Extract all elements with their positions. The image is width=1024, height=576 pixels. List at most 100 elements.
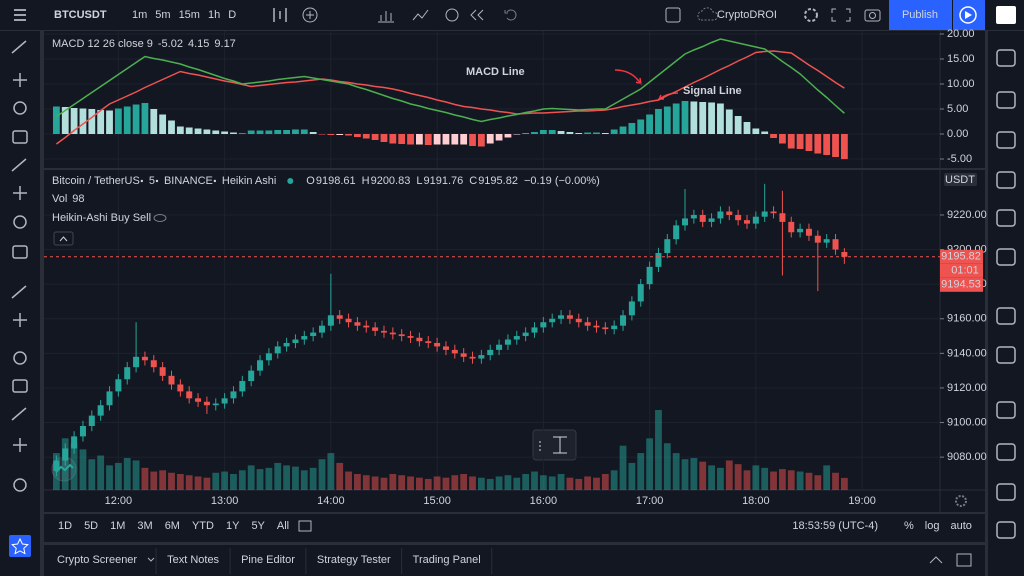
tool-icon[interactable]: [11, 158, 27, 172]
compare-icon[interactable]: [302, 7, 318, 23]
tool-icon[interactable]: [13, 73, 27, 87]
panel-tab[interactable]: Trading Panel: [413, 554, 481, 566]
tool-icon[interactable]: [13, 186, 27, 200]
histogram-bar: [539, 130, 547, 134]
panel-maximize-icon[interactable]: [956, 553, 972, 567]
tool-icon[interactable]: [13, 478, 27, 492]
price-label: 9195.82: [941, 251, 981, 263]
candle-body: [584, 322, 591, 326]
tool-icon[interactable]: [13, 351, 27, 365]
sidebar-icon[interactable]: [996, 6, 1016, 24]
chart-type-icon[interactable]: [273, 8, 287, 22]
sidebar-icon[interactable]: [996, 307, 1016, 325]
sidebar-icon[interactable]: [996, 131, 1016, 149]
panel-tab[interactable]: Crypto Screener: [57, 554, 137, 566]
histogram-bar: [469, 134, 476, 146]
fullscreen-icon[interactable]: [831, 8, 851, 22]
symbol-title: Bitcoin / TetherUS: [52, 175, 140, 187]
indicators-icon[interactable]: [378, 11, 394, 23]
separator-dot: [213, 179, 217, 183]
sidebar-icon[interactable]: [996, 401, 1016, 419]
range-button[interactable]: YTD: [192, 520, 214, 532]
tool-icon[interactable]: [12, 245, 28, 259]
interval-button[interactable]: 1m: [132, 9, 147, 21]
price-label-box: [940, 277, 983, 292]
ohlc-value: 9198.61: [316, 175, 356, 187]
symbol[interactable]: BTCUSDT: [54, 9, 107, 21]
interval-button[interactable]: 15m: [179, 9, 200, 21]
tool-icon[interactable]: [13, 313, 27, 327]
tool-icon[interactable]: [12, 130, 28, 144]
currency-label: USDT: [945, 174, 975, 186]
sidebar-icon[interactable]: [996, 49, 1016, 67]
candle-body: [221, 398, 228, 404]
histogram-bar: [212, 130, 220, 134]
range-button[interactable]: 1D: [58, 520, 72, 532]
range-button[interactable]: 1M: [110, 520, 125, 532]
histogram-bar: [150, 109, 158, 134]
interval-button[interactable]: 1h: [208, 9, 220, 21]
tool-icon[interactable]: [13, 215, 27, 229]
replay-icon[interactable]: [470, 9, 484, 21]
collapse-button[interactable]: [53, 231, 74, 246]
range-button[interactable]: 6M: [165, 520, 180, 532]
snapshot-icon[interactable]: [864, 9, 881, 22]
histogram-bar: [663, 106, 671, 134]
histogram-bar: [292, 129, 299, 134]
histogram-bar: [725, 109, 733, 134]
histogram-bar: [70, 108, 78, 134]
histogram-bar: [593, 132, 600, 134]
sidebar-icon[interactable]: [996, 483, 1016, 501]
sidebar-icon[interactable]: [996, 209, 1016, 227]
tool-icon[interactable]: [13, 101, 27, 115]
tool-icon[interactable]: [11, 285, 27, 299]
separator-dot: [155, 179, 159, 183]
candle-body: [487, 349, 494, 356]
interval-button[interactable]: D: [228, 9, 236, 21]
scale-option[interactable]: auto: [950, 520, 971, 532]
sidebar-icon[interactable]: [996, 521, 1016, 539]
panel-tab[interactable]: Strategy Tester: [317, 554, 391, 566]
templates-icon[interactable]: [412, 9, 429, 21]
range-button[interactable]: All: [277, 520, 289, 532]
candle-body: [522, 332, 529, 337]
panel-tab[interactable]: Text Notes: [167, 554, 219, 566]
tool-icon[interactable]: [13, 438, 27, 452]
settings-icon[interactable]: [804, 8, 818, 22]
x-tick-label: 13:00: [211, 495, 239, 507]
bottom-tabs: [44, 545, 985, 576]
panel-expand-icon[interactable]: [929, 556, 943, 564]
tool-icon[interactable]: [11, 40, 27, 54]
histogram-bar: [442, 134, 450, 145]
range-button[interactable]: 3M: [137, 520, 152, 532]
candle-body: [372, 327, 379, 331]
interval-button[interactable]: 5m: [155, 9, 170, 21]
range-button[interactable]: 5D: [84, 520, 98, 532]
indicator-title: MACD 12 26 close 9: [52, 38, 153, 50]
scale-option[interactable]: log: [925, 520, 940, 532]
tool-icon[interactable]: [11, 407, 27, 421]
date-range-icon[interactable]: [298, 520, 312, 532]
axis-settings-icon[interactable]: [955, 495, 967, 507]
sidebar-icon[interactable]: [996, 248, 1016, 266]
alert-icon[interactable]: [445, 8, 459, 22]
panel-tab[interactable]: Pine Editor: [241, 554, 295, 566]
range-button[interactable]: 1Y: [226, 520, 240, 532]
range-button[interactable]: 5Y: [251, 520, 265, 532]
menu-icon[interactable]: [14, 9, 26, 21]
layout-icon[interactable]: [665, 7, 681, 23]
candle-body: [841, 251, 848, 257]
sidebar-icon[interactable]: [996, 171, 1016, 189]
undo-icon[interactable]: [504, 9, 517, 21]
account-name[interactable]: CryptoDROI: [717, 9, 777, 21]
sidebar-icon[interactable]: [996, 443, 1016, 461]
publish-button[interactable]: [889, 0, 952, 30]
tool-icon[interactable]: [12, 379, 28, 393]
histogram-bar: [522, 133, 530, 134]
favorite-button[interactable]: [9, 535, 31, 557]
volume-bar: [318, 459, 326, 490]
sidebar-icon[interactable]: [996, 91, 1016, 109]
candle-body: [150, 360, 157, 368]
sidebar-icon[interactable]: [996, 346, 1016, 364]
scale-option[interactable]: %: [904, 520, 914, 532]
